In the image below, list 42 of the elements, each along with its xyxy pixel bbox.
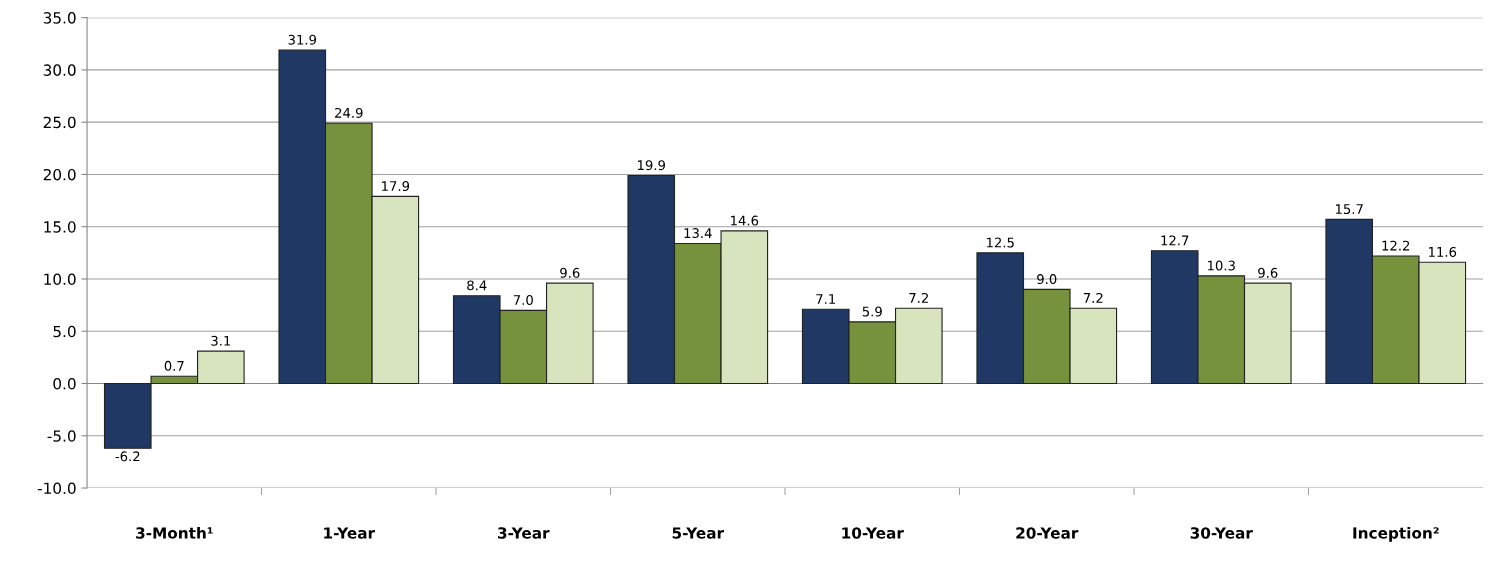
data-label: 3.1 [211, 335, 231, 346]
data-label: -6.2 [115, 451, 140, 462]
data-label: 9.6 [560, 267, 580, 278]
y-tick-label: 35.0 [43, 12, 76, 24]
data-label: 11.6 [1429, 246, 1457, 257]
y-tick-label: 15.0 [44, 221, 76, 233]
data-label: 0.7 [164, 360, 184, 371]
y-tick-label: 10.0 [44, 273, 76, 285]
data-label: 9.0 [1037, 274, 1057, 285]
data-label: 5.9 [862, 306, 882, 317]
data-label: 10.3 [1208, 260, 1235, 271]
y-tick-label: 0.0 [53, 377, 76, 390]
data-label: 17.9 [382, 181, 410, 192]
x-tick-label: 3-Year [498, 527, 550, 539]
y-tick-label: -10.0 [37, 482, 76, 495]
data-label: 13.4 [684, 228, 712, 239]
data-label: 7.1 [816, 294, 836, 304]
x-tick-label: 30-Year [1190, 527, 1253, 539]
x-tick-label: 1-Year [324, 527, 376, 539]
data-label: 12.5 [986, 237, 1014, 248]
data-label: 19.9 [638, 160, 666, 171]
data-label: 31.9 [288, 34, 317, 45]
y-tick-label: 5.0 [53, 325, 76, 338]
data-label: 9.6 [1258, 267, 1278, 278]
y-tick-label: 25.0 [43, 116, 76, 129]
data-label: 7.2 [909, 292, 928, 303]
data-label: 15.7 [1335, 204, 1363, 215]
data-label: 12.7 [1161, 235, 1189, 246]
x-tick-label: 3-Month¹ [136, 526, 213, 539]
x-tick-label: 5-Year [672, 527, 725, 539]
data-label: 24.9 [335, 107, 363, 118]
data-label: 12.2 [1382, 240, 1410, 251]
data-label: 7.0 [513, 295, 533, 305]
data-label: 7.2 [1083, 292, 1103, 303]
data-label: 8.4 [467, 280, 487, 291]
y-tick-label: -5.0 [47, 430, 76, 442]
y-tick-label: 30.0 [43, 64, 76, 76]
y-tick-label: 20.0 [43, 168, 76, 181]
data-label: 14.6 [731, 215, 759, 226]
x-tick-label: 10-Year [842, 527, 904, 539]
x-tick-label: 20-Year [1016, 527, 1079, 539]
x-tick-label: Inception² [1353, 526, 1439, 542]
